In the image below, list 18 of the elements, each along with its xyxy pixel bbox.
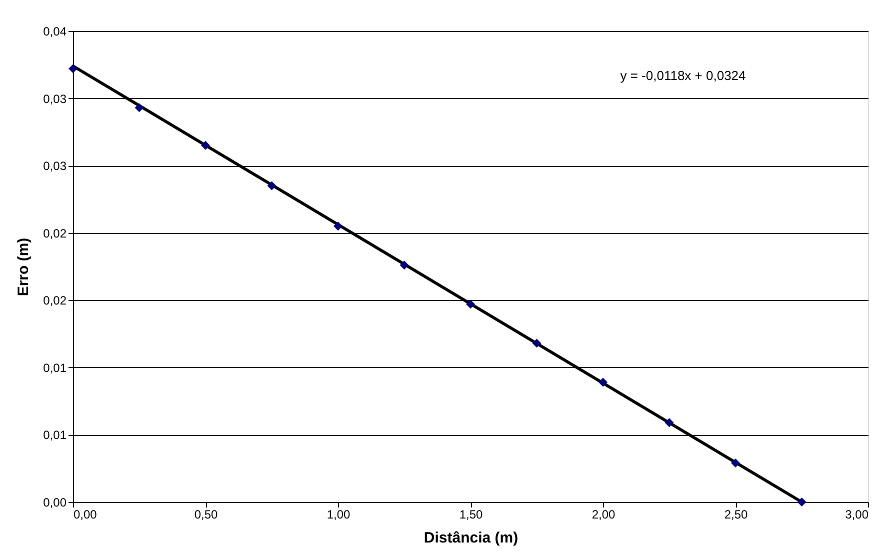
x-tick-label: 0,00 (74, 508, 98, 522)
x-tick-label: 2,00 (592, 508, 616, 522)
y-tick-label: 0,01 (43, 360, 67, 375)
x-tick-label: 1,50 (459, 508, 483, 522)
y-tick-label: 0,03 (43, 92, 67, 106)
annotation: y = -0,0118x + 0,0324 (620, 68, 746, 83)
y-tick-label: 0,00 (43, 496, 67, 510)
y-axis-title: Erro (m) (15, 238, 32, 296)
y-tick-label: 0,02 (43, 226, 67, 240)
y-tick-label: 0,01 (43, 428, 67, 442)
x-tick-label: 2,50 (724, 508, 748, 522)
x-tick-label: 3,00 (845, 508, 869, 522)
y-tick-label: 0,04 (43, 24, 67, 38)
y-tick-label: 0,03 (43, 159, 67, 174)
x-tick-label: 0,50 (194, 508, 218, 522)
x-tick-label: 1,00 (326, 508, 350, 522)
x-axis-title: Distância (m) (424, 530, 518, 546)
y-tick-label: 0,02 (43, 294, 67, 308)
